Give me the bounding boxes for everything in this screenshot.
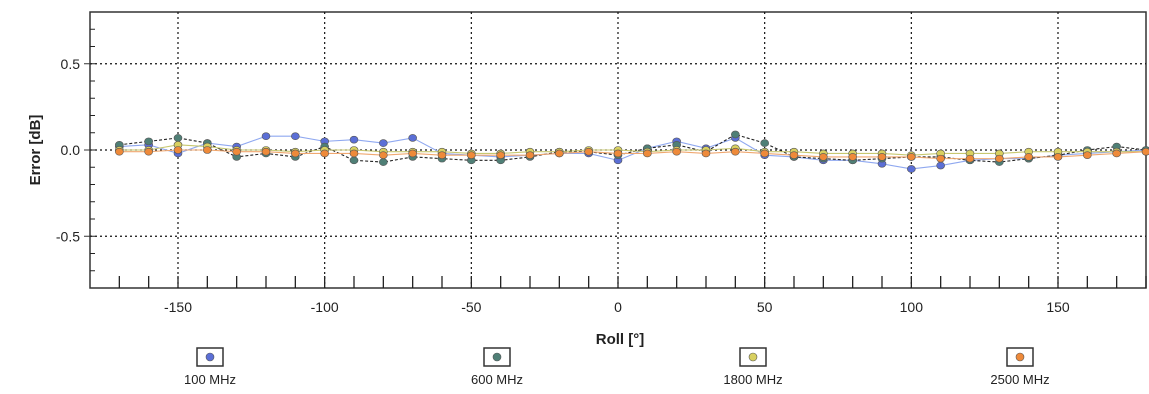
y-tick-label: -0.5 [56, 228, 80, 244]
series-line-100-mhz [119, 135, 1147, 170]
legend-label: 600 MHz [471, 372, 523, 387]
y-axis-title: Error [dB] [27, 115, 44, 186]
data-point [555, 149, 564, 158]
legend-label: 1800 MHz [723, 372, 782, 387]
minor-ticks [90, 28, 1147, 288]
x-tick-label: 0 [614, 299, 622, 315]
legend-marker [1015, 352, 1025, 362]
data-point [965, 154, 975, 163]
x-tick-label: -100 [311, 299, 339, 315]
data-point [291, 149, 300, 158]
data-point [496, 151, 505, 159]
data-point [819, 153, 828, 161]
data-point [144, 147, 153, 156]
data-point [261, 132, 271, 140]
data-point [232, 147, 241, 156]
data-point [525, 151, 535, 159]
data-point [173, 134, 183, 142]
data-point [1141, 147, 1149, 156]
data-point [115, 147, 124, 156]
data-point [349, 149, 359, 158]
x-tick-label: -150 [164, 299, 192, 315]
legend-label: 2500 MHz [990, 372, 1049, 387]
data-point [349, 135, 359, 144]
data-point [731, 130, 740, 139]
data-point [349, 156, 359, 165]
data-point [760, 139, 769, 147]
x-tick-label: 150 [1046, 299, 1070, 315]
data-point [408, 134, 417, 142]
data-point [203, 146, 212, 154]
data-point [320, 149, 329, 158]
data-point [173, 146, 183, 154]
data-point [907, 153, 916, 161]
data-point [379, 151, 388, 159]
data-point [907, 165, 916, 173]
legend-marker [492, 352, 502, 362]
data-point [1053, 153, 1063, 161]
data-point [789, 151, 799, 159]
legend: 100 MHz 600 MHz 1800 MHz 2500 MHz [184, 347, 1050, 387]
series-layer [115, 130, 1149, 173]
data-point [467, 151, 476, 159]
data-point [936, 161, 945, 170]
x-tick-label: 100 [900, 299, 924, 315]
data-point [643, 149, 652, 158]
legend-marker [748, 352, 758, 362]
data-point [760, 149, 769, 158]
data-point [672, 147, 681, 156]
data-point [731, 147, 740, 156]
series-line-2500-mhz [119, 149, 1147, 160]
axis-labels: -150 -100 -50 0 50 100 150 0.5 0.0 -0.5 [56, 56, 1070, 315]
data-point [936, 154, 945, 163]
data-point [1024, 153, 1033, 161]
series-line-1800-mhz [119, 144, 1146, 156]
data-point [379, 158, 388, 166]
data-point [1112, 149, 1121, 158]
data-point [379, 139, 388, 147]
data-point [291, 132, 300, 140]
legend-label: 100 MHz [184, 372, 236, 387]
data-point [848, 153, 857, 161]
data-point [144, 137, 153, 146]
x-tick-label: -50 [461, 299, 481, 315]
data-point [1083, 151, 1092, 159]
data-point [613, 149, 623, 158]
y-tick-label: 0.0 [61, 142, 81, 158]
series-line-600-mhz [119, 133, 1147, 163]
legend-marker [205, 352, 215, 362]
x-axis-title: Roll [°] [596, 331, 645, 348]
data-point [584, 147, 593, 156]
data-point [995, 154, 1004, 163]
data-point [261, 147, 271, 156]
data-point [408, 149, 417, 158]
x-tick-label: 50 [757, 299, 773, 315]
y-tick-label: 0.5 [61, 56, 81, 72]
data-point [701, 149, 711, 158]
data-point [437, 151, 447, 159]
data-point [877, 153, 887, 161]
